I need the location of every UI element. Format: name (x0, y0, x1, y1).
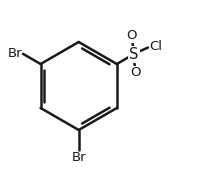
Text: Br: Br (8, 47, 22, 60)
Text: Br: Br (71, 151, 86, 164)
Text: Cl: Cl (150, 40, 163, 53)
Text: O: O (127, 29, 137, 42)
Text: O: O (130, 66, 141, 79)
Text: S: S (129, 47, 138, 62)
